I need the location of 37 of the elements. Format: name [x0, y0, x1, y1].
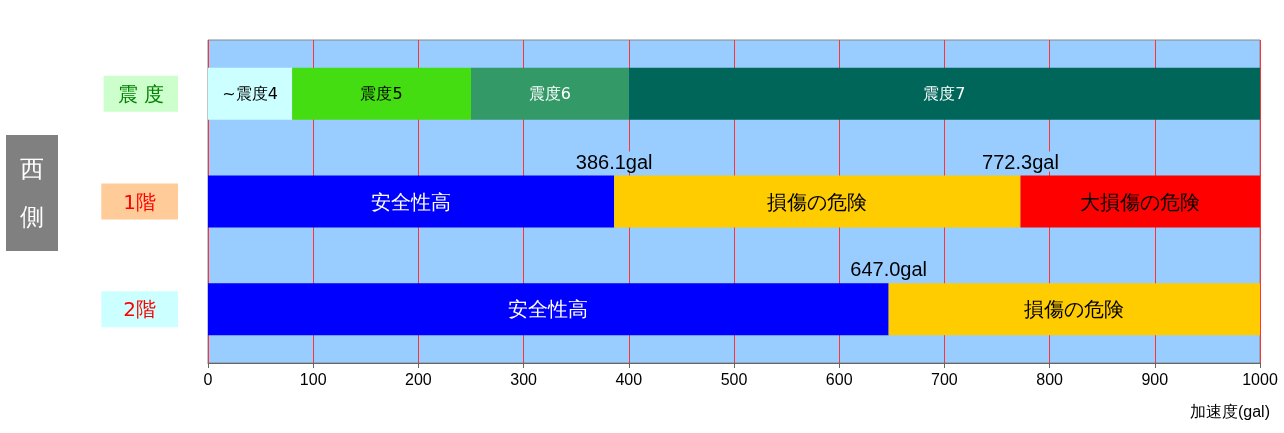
- data-label: 震度5: [360, 84, 403, 104]
- x-tick-label: 800: [1036, 370, 1064, 388]
- data-label: 損傷の危険: [767, 189, 868, 214]
- bar: [292, 67, 471, 120]
- x-tick-label: 700: [931, 370, 958, 388]
- annotation: 772.3gal: [982, 150, 1059, 173]
- y-tick-label: 1階: [123, 189, 156, 214]
- x-tick-label: 100: [299, 370, 327, 388]
- annotation: 647.0gal: [850, 258, 928, 281]
- bar: [208, 175, 615, 228]
- data-label: 震度7: [923, 84, 966, 104]
- bar: [208, 67, 293, 120]
- data-label: 安全性高: [371, 189, 452, 214]
- data-label: ~震度4: [222, 84, 278, 104]
- x-tick-label: 500: [720, 370, 748, 388]
- annotation: 386.1gal: [575, 150, 653, 173]
- bar: [614, 175, 1021, 228]
- data-label: 震度6: [528, 84, 571, 104]
- data-label: 大損傷の危険: [1080, 189, 1201, 214]
- x-axis-title: 加速度(gal): [1189, 402, 1270, 420]
- bar: [628, 67, 1260, 120]
- x-tick-label: 900: [1141, 370, 1169, 388]
- bar: [1020, 175, 1260, 228]
- x-tick-label: 600: [825, 370, 853, 388]
- x-tick-label: 300: [510, 370, 538, 388]
- data-label: 安全性高: [508, 297, 589, 322]
- bar: [471, 67, 629, 120]
- y-axis-title: 西側: [20, 155, 44, 231]
- data-label: 損傷の危険: [1024, 297, 1125, 322]
- x-tick-label: 400: [615, 370, 643, 388]
- x-tick-label: 200: [405, 370, 432, 388]
- x-tick-label: 1000: [1242, 370, 1278, 388]
- x-tick-label: 0: [203, 370, 213, 388]
- bar: [888, 283, 1260, 336]
- y-tick-label: 震 度: [117, 81, 164, 106]
- y-tick-label: 2階: [123, 297, 156, 322]
- bar: [208, 283, 889, 336]
